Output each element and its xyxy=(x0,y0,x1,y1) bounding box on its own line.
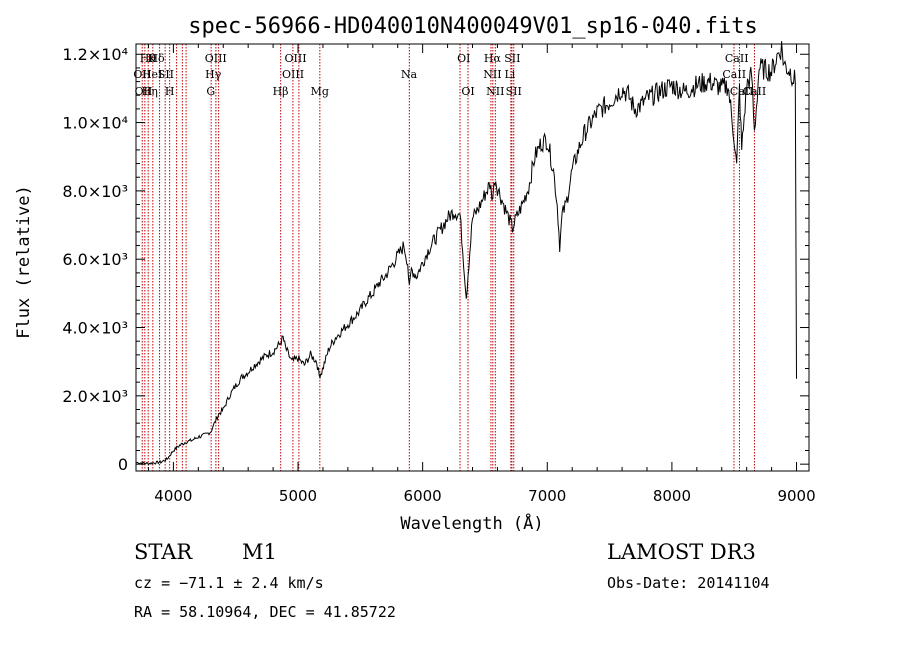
y-tick-label: 6.0×10³ xyxy=(62,250,128,269)
y-tick-label: 8.0×10³ xyxy=(62,182,128,201)
spectral-line-label: H xyxy=(165,85,175,98)
chart-title: spec-56966-HD040010N400049V01_sp16-040.f… xyxy=(188,14,758,39)
object-subclass: M1 xyxy=(242,540,277,564)
spectral-line-label: SII xyxy=(506,85,522,98)
x-tick-label: 8000 xyxy=(653,487,691,505)
y-tick-label: 4.0×10³ xyxy=(62,319,128,338)
spectral-line-label: Hβ xyxy=(273,85,289,98)
x-axis-ticks: 4000 5000 6000 7000 8000 9000 xyxy=(147,44,816,505)
coordinates-text: RA = 58.10964, DEC = 41.85722 xyxy=(134,603,396,621)
spectral-line-label: G xyxy=(206,85,215,98)
spectral-line-label: CaII xyxy=(722,68,746,81)
spectral-line-label: OIII xyxy=(282,68,304,81)
redshift-text: cz = −71.1 ± 2.4 km/s xyxy=(134,574,324,592)
spectral-line-label: HeI xyxy=(142,68,162,81)
flux-spectrum-line xyxy=(135,41,797,466)
spectral-line-label: Hγ xyxy=(205,68,222,81)
plot-frame xyxy=(135,43,810,472)
y-tick-label: 2.0×10³ xyxy=(62,387,128,406)
x-tick-label: 7000 xyxy=(528,487,566,505)
obs-date-text: Obs-Date: 20141104 xyxy=(607,574,770,592)
y-tick-label: 1.2×10⁴ xyxy=(62,45,128,64)
spectral-line-label: Hθ xyxy=(140,52,157,65)
spectral-line-label: Na xyxy=(401,68,418,81)
spectral-line-label: OI xyxy=(461,85,474,98)
spectral-line-label: OIII xyxy=(284,52,306,65)
x-axis-label: Wavelength (Å) xyxy=(400,512,543,534)
spectral-line-label: SII xyxy=(158,68,174,81)
spectral-line-label: NII xyxy=(483,68,501,81)
x-tick-label: 9000 xyxy=(777,487,815,505)
spectral-line-label: K xyxy=(147,52,156,65)
spectral-line-label: CaII xyxy=(725,52,749,65)
spectral-line-label: SII xyxy=(504,52,520,65)
spectral-line-label: CaII xyxy=(743,85,767,98)
y-tick-label: 0 xyxy=(118,455,128,474)
spectral-line-label: Li xyxy=(504,68,515,81)
spectral-line-label: OIII xyxy=(205,52,227,65)
spectral-line-label: Hδ xyxy=(148,52,165,65)
y-tick-label: 1.0×10⁴ xyxy=(62,114,128,133)
survey-name: LAMOST DR3 xyxy=(607,540,756,564)
x-tick-label: 5000 xyxy=(279,487,317,505)
spectral-line-label: Mg xyxy=(311,85,329,98)
spectral-line-label: Hη xyxy=(142,85,158,98)
spectral-line-label: NII xyxy=(486,85,504,98)
x-tick-label: 6000 xyxy=(404,487,442,505)
x-tick-label: 4000 xyxy=(154,487,192,505)
spectral-line-label: Hα xyxy=(484,52,502,65)
spectral-line-label: OII xyxy=(133,68,151,81)
spectral-line-label: OI xyxy=(457,52,470,65)
spectral-line-markers xyxy=(141,44,755,471)
y-axis-label: Flux (relative) xyxy=(14,185,34,339)
spectral-line-label: CaII xyxy=(730,85,754,98)
y-axis-ticks: 0 2.0×10³ 4.0×10³ 6.0×10³ 8.0×10³ 1.0×10⁴ 1.2×… xyxy=(62,45,809,474)
object-class: STAR xyxy=(134,540,193,564)
